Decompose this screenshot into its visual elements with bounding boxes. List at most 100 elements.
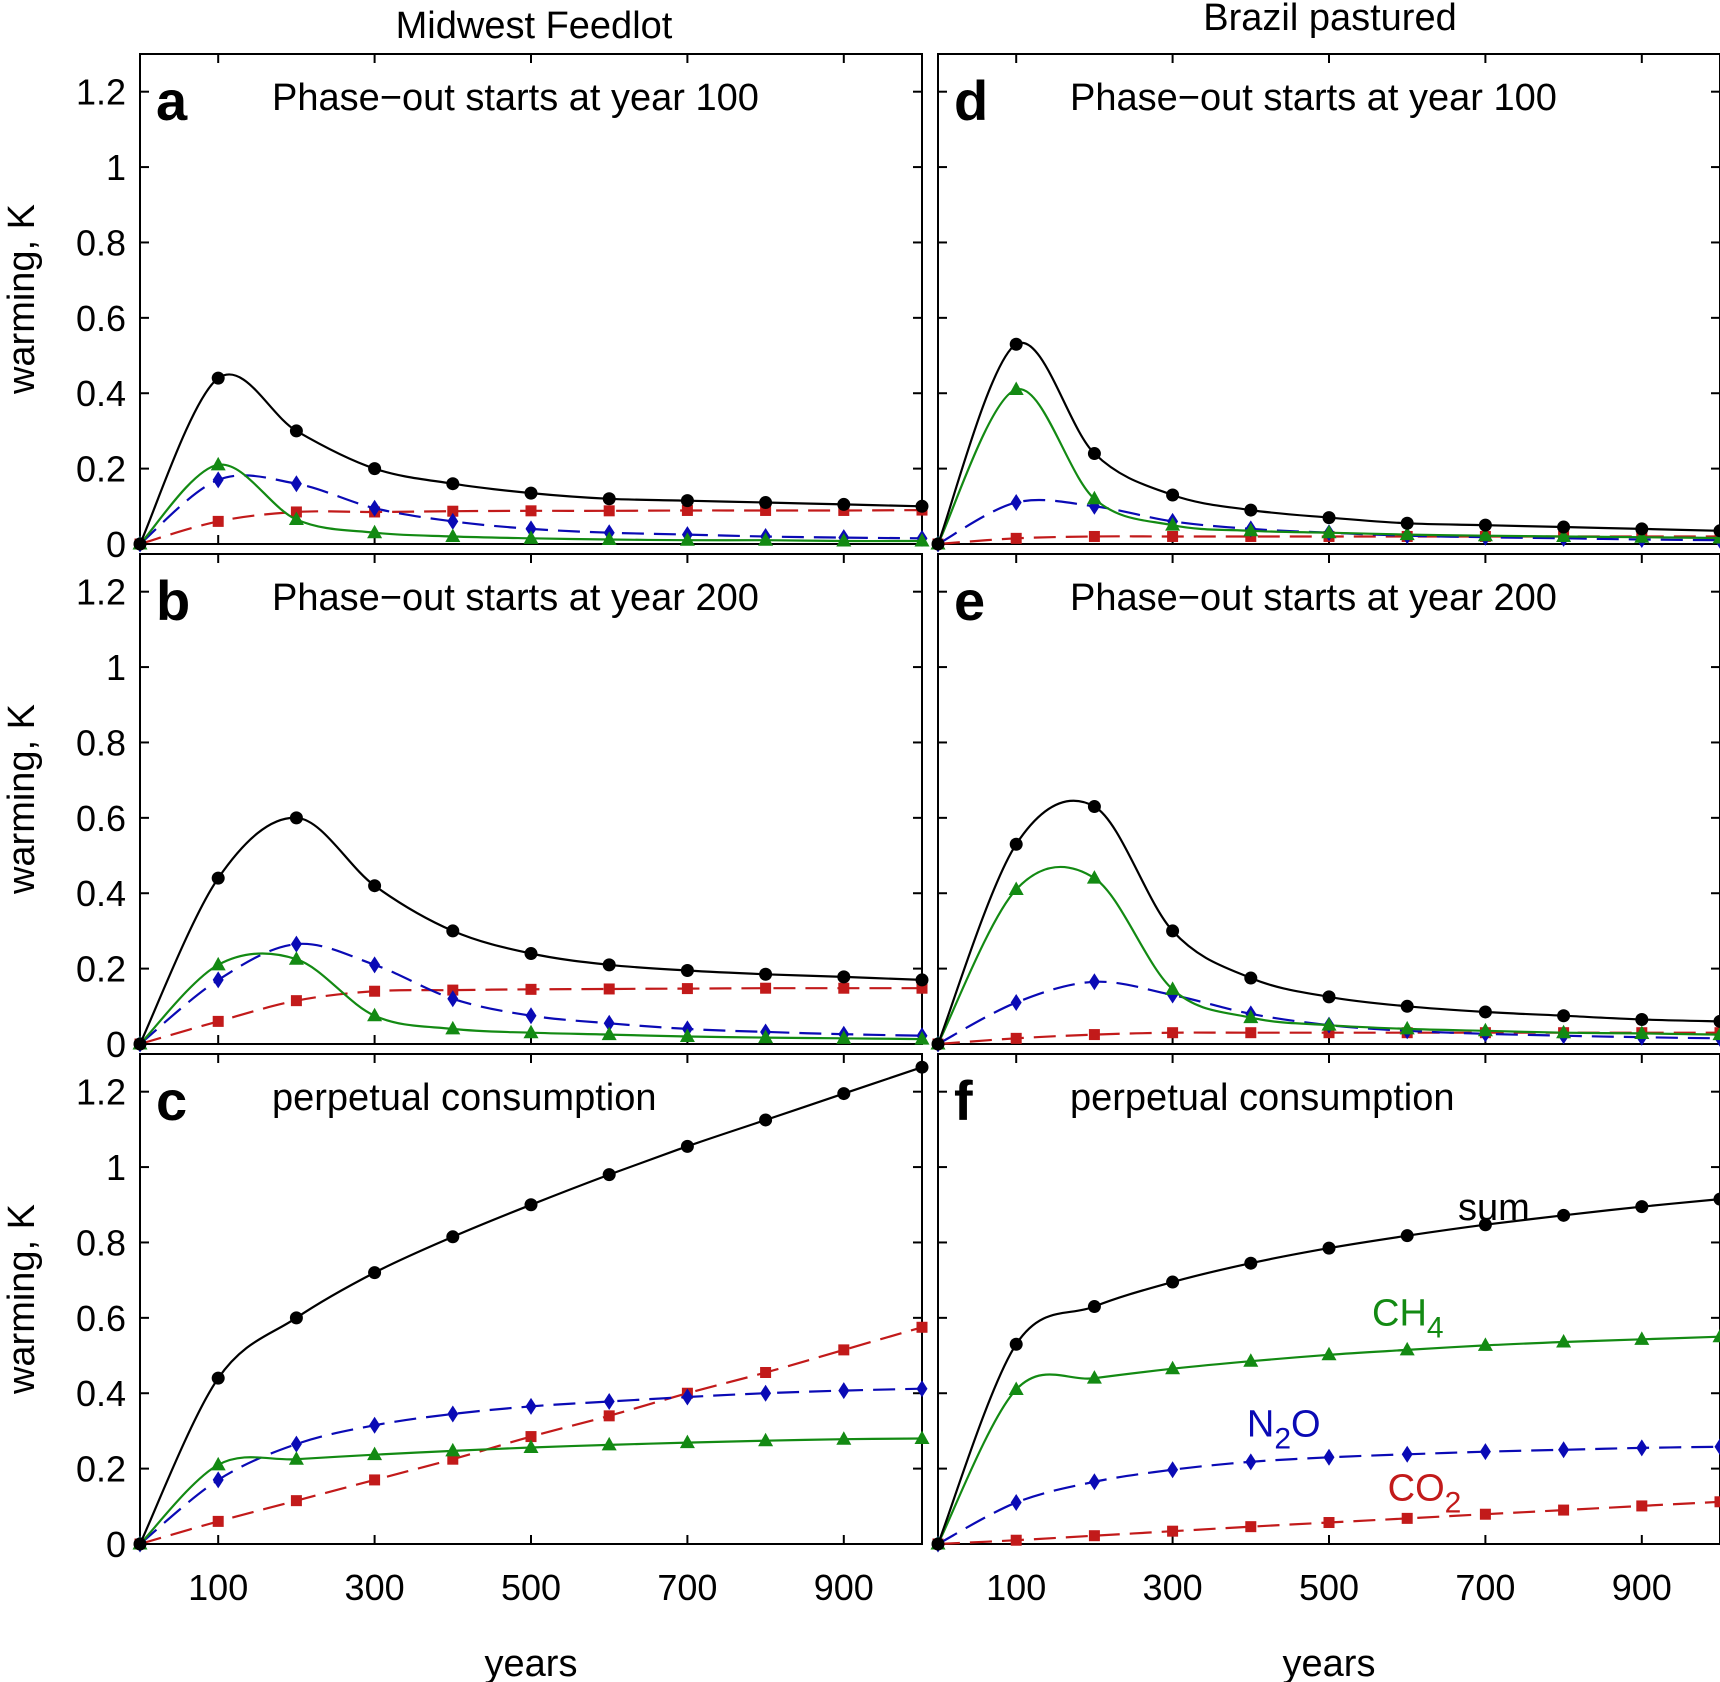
series-line-sum [936,1198,1720,1545]
y-tick-label: 0.8 [76,222,126,263]
data-point-sum [524,947,538,961]
data-point-sum [1166,924,1180,938]
data-point-ch4 [1008,381,1024,395]
plot-frame [139,553,923,1045]
series-sum [133,1060,929,1551]
data-point-ch4 [210,1456,226,1471]
y-tick-label: 1 [106,147,126,188]
data-point-sum [1713,524,1720,538]
data-point-ch4 [679,532,695,546]
series-line-sum [139,1066,923,1545]
data-point-ch4 [1399,1341,1415,1356]
data-point-sum [1400,1229,1414,1243]
data-point-ch4 [601,531,617,545]
data-point-ch4 [1634,1331,1650,1345]
data-point-ch4 [679,1434,695,1449]
data-point-co2 [447,505,459,517]
x-tick-label: 700 [657,1567,717,1608]
data-point-sum [759,967,773,981]
series-line-ch4 [937,865,1720,1045]
data-point-n2o [525,1397,537,1415]
data-point-ch4 [288,1451,304,1465]
plot-frame [937,53,1720,545]
data-point-ch4 [1086,490,1102,505]
data-point-sum [1400,999,1414,1013]
data-point-ch4 [758,1432,774,1447]
x-axis-label: years [485,1643,578,1682]
data-point-ch4 [1243,522,1259,537]
series-sum [931,799,1720,1051]
data-point-ch4 [758,532,774,546]
series-labels: sum CH4 N2O CO2 [1247,1187,1530,1520]
data-point-co2 [1167,1027,1179,1039]
data-point-n2o [681,1388,693,1406]
data-point-co2 [1088,1029,1100,1041]
data-point-sum [1557,1009,1571,1023]
panel-title: perpetual consumption [1070,1077,1454,1119]
data-point-ch4 [288,511,304,525]
y-tick-label: 0.6 [76,798,126,839]
series-sum [133,811,929,1051]
series-ch4 [132,951,930,1050]
panel-letter: b [156,569,190,632]
series-n2o [932,973,1720,1053]
data-point-ch4 [1165,981,1181,995]
data-point-ch4 [445,1442,461,1457]
y-tick-label: 0.4 [76,1373,126,1414]
data-point-co2 [1010,532,1022,544]
data-point-n2o [212,471,224,489]
panel-d: d Phase−out starts at year 100 [930,53,1720,553]
data-point-ch4 [1165,1360,1181,1375]
data-point-n2o [838,1382,850,1400]
data-point-sum [1478,1005,1492,1019]
data-point-ch4 [1165,517,1181,531]
x-tick-label: 500 [1299,1567,1359,1608]
data-point-co2 [1245,1027,1257,1039]
data-point-sum [1009,837,1023,851]
y-tick-label: 1 [106,1147,126,1188]
data-point-ch4 [1243,1353,1259,1367]
x-tick-label: 900 [1612,1567,1672,1608]
y-tick-label: 0.2 [76,949,126,990]
data-point-co2 [212,515,224,527]
panel-title: Phase−out starts at year 200 [1070,577,1557,619]
panel-title: Phase−out starts at year 100 [272,77,759,119]
data-point-co2 [212,1015,224,1027]
data-point-co2 [603,1410,615,1422]
data-point-sum [1400,516,1414,530]
y-tick-label: 1 [106,647,126,688]
data-point-ch4 [1556,1333,1572,1348]
series-line-ch4 [937,1335,1720,1545]
data-point-co2 [1479,1508,1491,1520]
data-point-n2o [212,971,224,989]
data-point-n2o [1401,1445,1413,1463]
data-point-ch4 [836,1030,852,1044]
series-line-ch4 [139,952,923,1045]
x-tick-label: 500 [501,1567,561,1608]
y-tick-label: 1.2 [76,1072,126,1113]
data-point-co2 [603,983,615,995]
data-point-ch4 [914,1031,930,1045]
data-point-n2o [290,935,302,953]
data-point-sum [1713,1014,1720,1028]
data-point-sum [1322,511,1336,525]
data-point-ch4 [1556,1024,1572,1039]
data-point-sum [1244,971,1258,985]
data-point-sum [1009,337,1023,351]
data-point-sum [211,1371,225,1385]
x-tick-label: 300 [345,1567,405,1608]
panel-letter: d [954,69,988,132]
data-point-ch4 [679,1028,695,1042]
data-point-ch4 [1321,524,1337,539]
panel-title: Phase−out starts at year 200 [272,577,759,619]
data-point-sum [1478,518,1492,532]
data-point-co2 [760,504,772,516]
series-n2o [134,1380,928,1553]
data-point-n2o [525,520,537,538]
data-point-n2o [369,499,381,517]
panels: 0 0.2 0.4 0.6 0.8 1 1.2 warming, K a Phase−out st… [1,53,1720,1682]
y-axis-label: warming, K [1,704,43,895]
data-point-ch4 [1712,1026,1720,1041]
data-point-sum [931,1537,945,1551]
data-point-n2o [1245,1453,1257,1471]
